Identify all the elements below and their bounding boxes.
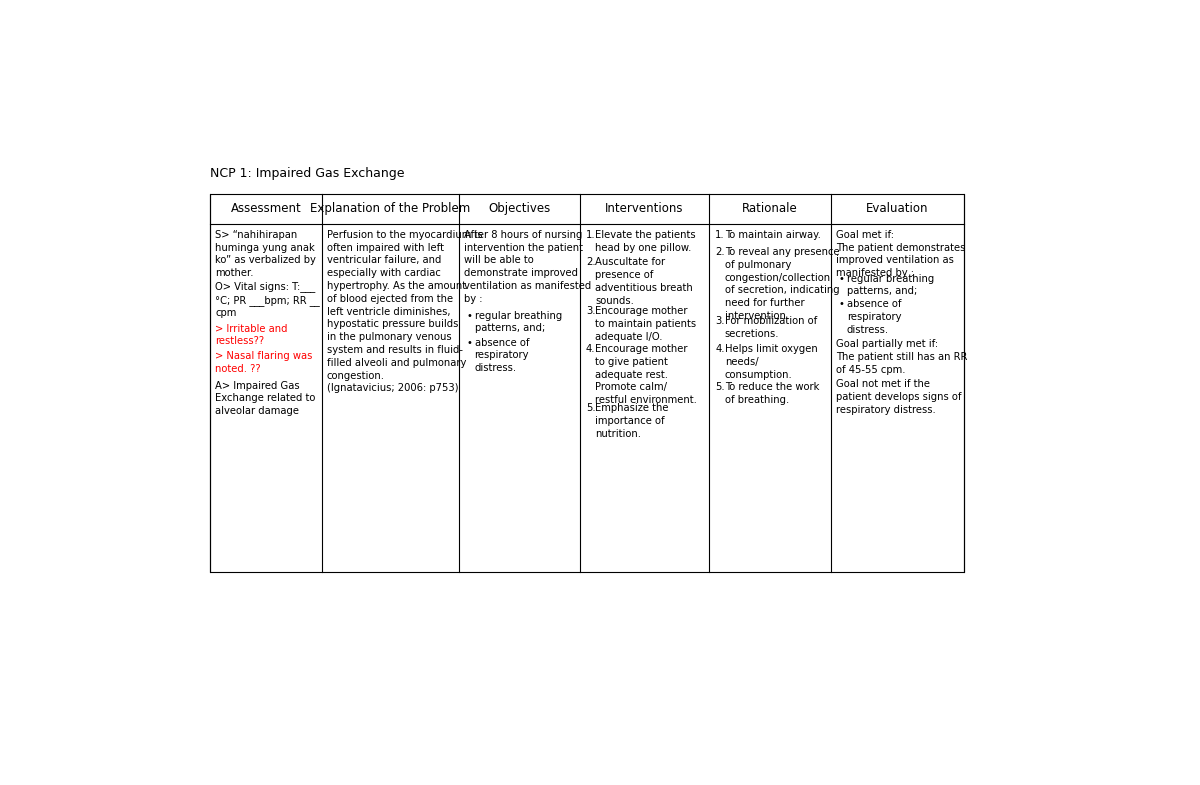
Text: Perfusion to the myocardium is
often impaired with left
ventricular failure, and: Perfusion to the myocardium is often imp… xyxy=(326,230,482,393)
Text: Goal not met if the
patient develops signs of
respiratory distress.: Goal not met if the patient develops sig… xyxy=(836,379,961,415)
Text: Evaluation: Evaluation xyxy=(866,203,929,215)
Text: 3.: 3. xyxy=(586,306,595,316)
Text: Goal partially met if:
The patient still has an RR
of 45-55 cpm.: Goal partially met if: The patient still… xyxy=(836,339,967,375)
Text: To reveal any presence
of pulmonary
congestion/collection
of secretion, indicati: To reveal any presence of pulmonary cong… xyxy=(725,247,839,321)
Text: Objectives: Objectives xyxy=(488,203,551,215)
Text: 2.: 2. xyxy=(586,257,595,268)
Text: NCP 1: Impaired Gas Exchange: NCP 1: Impaired Gas Exchange xyxy=(210,167,404,181)
Text: regular breathing
patterns, and;: regular breathing patterns, and; xyxy=(474,311,562,334)
Text: 4.: 4. xyxy=(586,344,595,354)
Text: > Nasal flaring was
noted. ??: > Nasal flaring was noted. ?? xyxy=(215,352,312,374)
Text: Elevate the patients
head by one pillow.: Elevate the patients head by one pillow. xyxy=(595,230,696,253)
Text: Interventions: Interventions xyxy=(605,203,684,215)
Text: Emphasize the
importance of
nutrition.: Emphasize the importance of nutrition. xyxy=(595,403,668,439)
Text: Encourage mother
to give patient
adequate rest.
Promote calm/
restful environmen: Encourage mother to give patient adequat… xyxy=(595,344,697,405)
Text: > Irritable and
restless??: > Irritable and restless?? xyxy=(215,323,288,346)
Text: A> Impaired Gas
Exchange related to
alveolar damage: A> Impaired Gas Exchange related to alve… xyxy=(215,381,316,416)
Text: 4.: 4. xyxy=(715,344,725,354)
Text: Rationale: Rationale xyxy=(743,203,798,215)
Text: For mobilization of
secretions.: For mobilization of secretions. xyxy=(725,316,817,339)
Text: Auscultate for
presence of
adventitious breath
sounds.: Auscultate for presence of adventitious … xyxy=(595,257,692,306)
Text: 5.: 5. xyxy=(586,403,595,413)
Text: •: • xyxy=(839,274,845,283)
Text: regular breathing
patterns, and;: regular breathing patterns, and; xyxy=(847,274,934,297)
Text: absence of
respiratory
distress.: absence of respiratory distress. xyxy=(474,338,529,373)
Text: 1.: 1. xyxy=(715,230,725,239)
Bar xyxy=(210,195,964,571)
Text: •: • xyxy=(467,338,473,348)
Text: absence of
respiratory
distress.: absence of respiratory distress. xyxy=(847,299,901,334)
Text: 2.: 2. xyxy=(715,247,725,257)
Text: S> “nahihirapan
huminga yung anak
ko” as verbalized by
mother.
O> Vital signs: T: S> “nahihirapan huminga yung anak ko” as… xyxy=(215,230,320,319)
Text: Explanation of the Problem: Explanation of the Problem xyxy=(311,203,470,215)
Text: Helps limit oxygen
needs/
consumption.: Helps limit oxygen needs/ consumption. xyxy=(725,344,817,380)
Text: To maintain airway.: To maintain airway. xyxy=(725,230,821,239)
Text: Goal met if:
The patient demonstrates
improved ventilation as
manifested by :: Goal met if: The patient demonstrates im… xyxy=(836,230,965,278)
Text: After 8 hours of nursing
intervention the patient
will be able to
demonstrate im: After 8 hours of nursing intervention th… xyxy=(463,230,590,304)
Text: Assessment: Assessment xyxy=(230,203,301,215)
Text: •: • xyxy=(467,311,473,320)
Text: Encourage mother
to maintain patients
adequate I/O.: Encourage mother to maintain patients ad… xyxy=(595,306,696,341)
Text: •: • xyxy=(839,299,845,309)
Text: To reduce the work
of breathing.: To reduce the work of breathing. xyxy=(725,382,820,405)
Text: 5.: 5. xyxy=(715,382,725,392)
Text: 3.: 3. xyxy=(715,316,725,327)
Text: 1.: 1. xyxy=(586,230,595,239)
